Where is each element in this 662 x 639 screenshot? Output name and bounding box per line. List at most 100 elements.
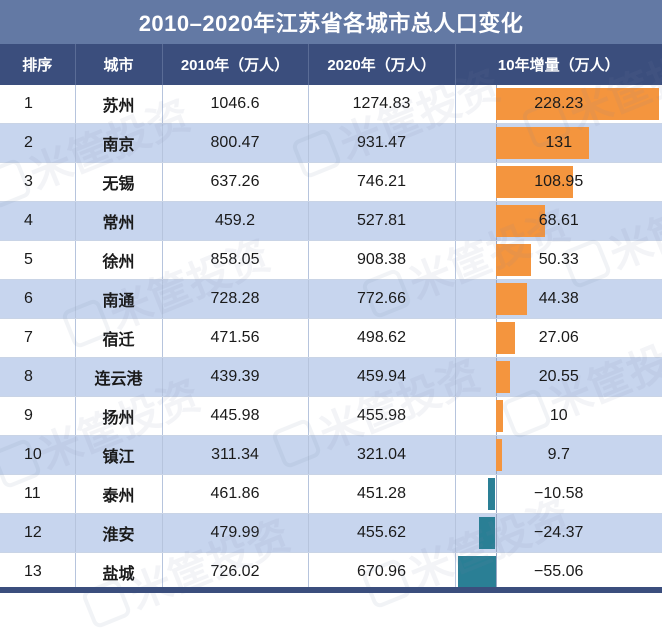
pop-2020-cell: 746.21 — [308, 163, 455, 202]
change-value: 27.06 — [456, 329, 662, 347]
rank-cell: 12 — [0, 514, 75, 553]
city-cell: 无锡 — [75, 163, 162, 202]
pop-2010-cell: 479.99 — [162, 514, 308, 553]
pop-2010-cell: 445.98 — [162, 397, 308, 436]
header-pop-2010: 2010年（万人） — [162, 44, 308, 85]
rank-cell: 2 — [0, 124, 75, 163]
rank-cell: 13 — [0, 553, 75, 592]
change-cell: 228.23 — [455, 85, 662, 124]
change-cell: −10.58 — [455, 475, 662, 514]
rank-cell: 6 — [0, 280, 75, 319]
header-rank: 排序 — [0, 44, 75, 85]
change-value: 20.55 — [456, 368, 662, 386]
pop-2020-cell: 527.81 — [308, 202, 455, 241]
population-table-figure: 2010–2020年江苏省各城市总人口变化 排序 城市 2010年（万人） 20… — [0, 0, 662, 593]
change-value: 228.23 — [456, 95, 662, 113]
change-value: 9.7 — [456, 446, 662, 464]
change-cell: 20.55 — [455, 358, 662, 397]
change-value: −24.37 — [456, 524, 662, 542]
rank-cell: 10 — [0, 436, 75, 475]
change-cell: 131 — [455, 124, 662, 163]
rank-cell: 1 — [0, 85, 75, 124]
pop-2020-cell: 670.96 — [308, 553, 455, 592]
city-cell: 盐城 — [75, 553, 162, 592]
pop-2020-cell: 931.47 — [308, 124, 455, 163]
rank-cell: 7 — [0, 319, 75, 358]
city-cell: 镇江 — [75, 436, 162, 475]
change-value: −55.06 — [456, 563, 662, 581]
pop-2010-cell: 728.28 — [162, 280, 308, 319]
city-cell: 宿迁 — [75, 319, 162, 358]
header-pop-2020: 2020年（万人） — [308, 44, 455, 85]
city-cell: 连云港 — [75, 358, 162, 397]
change-cell: 50.33 — [455, 241, 662, 280]
pop-2020-cell: 451.28 — [308, 475, 455, 514]
rank-cell: 3 — [0, 163, 75, 202]
change-cell: 44.38 — [455, 280, 662, 319]
pop-2010-cell: 726.02 — [162, 553, 308, 592]
pop-2010-cell: 637.26 — [162, 163, 308, 202]
city-cell: 常州 — [75, 202, 162, 241]
city-cell: 泰州 — [75, 475, 162, 514]
city-cell: 南通 — [75, 280, 162, 319]
pop-2020-cell: 908.38 — [308, 241, 455, 280]
pop-2010-cell: 439.39 — [162, 358, 308, 397]
pop-2020-cell: 498.62 — [308, 319, 455, 358]
change-value: −10.58 — [456, 485, 662, 503]
rank-cell: 9 — [0, 397, 75, 436]
pop-2020-cell: 772.66 — [308, 280, 455, 319]
change-cell: 108.95 — [455, 163, 662, 202]
change-cell: 27.06 — [455, 319, 662, 358]
city-cell: 扬州 — [75, 397, 162, 436]
rank-cell: 8 — [0, 358, 75, 397]
pop-2010-cell: 800.47 — [162, 124, 308, 163]
pop-2010-cell: 311.34 — [162, 436, 308, 475]
change-value: 44.38 — [456, 290, 662, 308]
city-cell: 南京 — [75, 124, 162, 163]
header-change: 10年增量（万人） — [455, 44, 662, 85]
change-value: 10 — [456, 407, 662, 425]
change-cell: 68.61 — [455, 202, 662, 241]
rank-cell: 4 — [0, 202, 75, 241]
pop-2010-cell: 1046.6 — [162, 85, 308, 124]
pop-2020-cell: 321.04 — [308, 436, 455, 475]
city-cell: 淮安 — [75, 514, 162, 553]
city-cell: 苏州 — [75, 85, 162, 124]
pop-2020-cell: 459.94 — [308, 358, 455, 397]
change-value: 131 — [456, 134, 662, 152]
pop-2010-cell: 471.56 — [162, 319, 308, 358]
change-cell: −55.06 — [455, 553, 662, 592]
pop-2010-cell: 459.2 — [162, 202, 308, 241]
change-cell: −24.37 — [455, 514, 662, 553]
header-row: 排序 城市 2010年（万人） 2020年（万人） 10年增量（万人） — [0, 44, 662, 85]
pop-2010-cell: 461.86 — [162, 475, 308, 514]
bottom-border — [0, 587, 662, 593]
change-cell: 9.7 — [455, 436, 662, 475]
change-cell: 10 — [455, 397, 662, 436]
pop-2020-cell: 1274.83 — [308, 85, 455, 124]
rank-cell: 11 — [0, 475, 75, 514]
rank-cell: 5 — [0, 241, 75, 280]
change-value: 50.33 — [456, 251, 662, 269]
pop-2010-cell: 858.05 — [162, 241, 308, 280]
change-value: 68.61 — [456, 212, 662, 230]
city-cell: 徐州 — [75, 241, 162, 280]
table-title: 2010–2020年江苏省各城市总人口变化 — [0, 0, 662, 44]
pop-2020-cell: 455.62 — [308, 514, 455, 553]
change-value: 108.95 — [456, 173, 662, 191]
